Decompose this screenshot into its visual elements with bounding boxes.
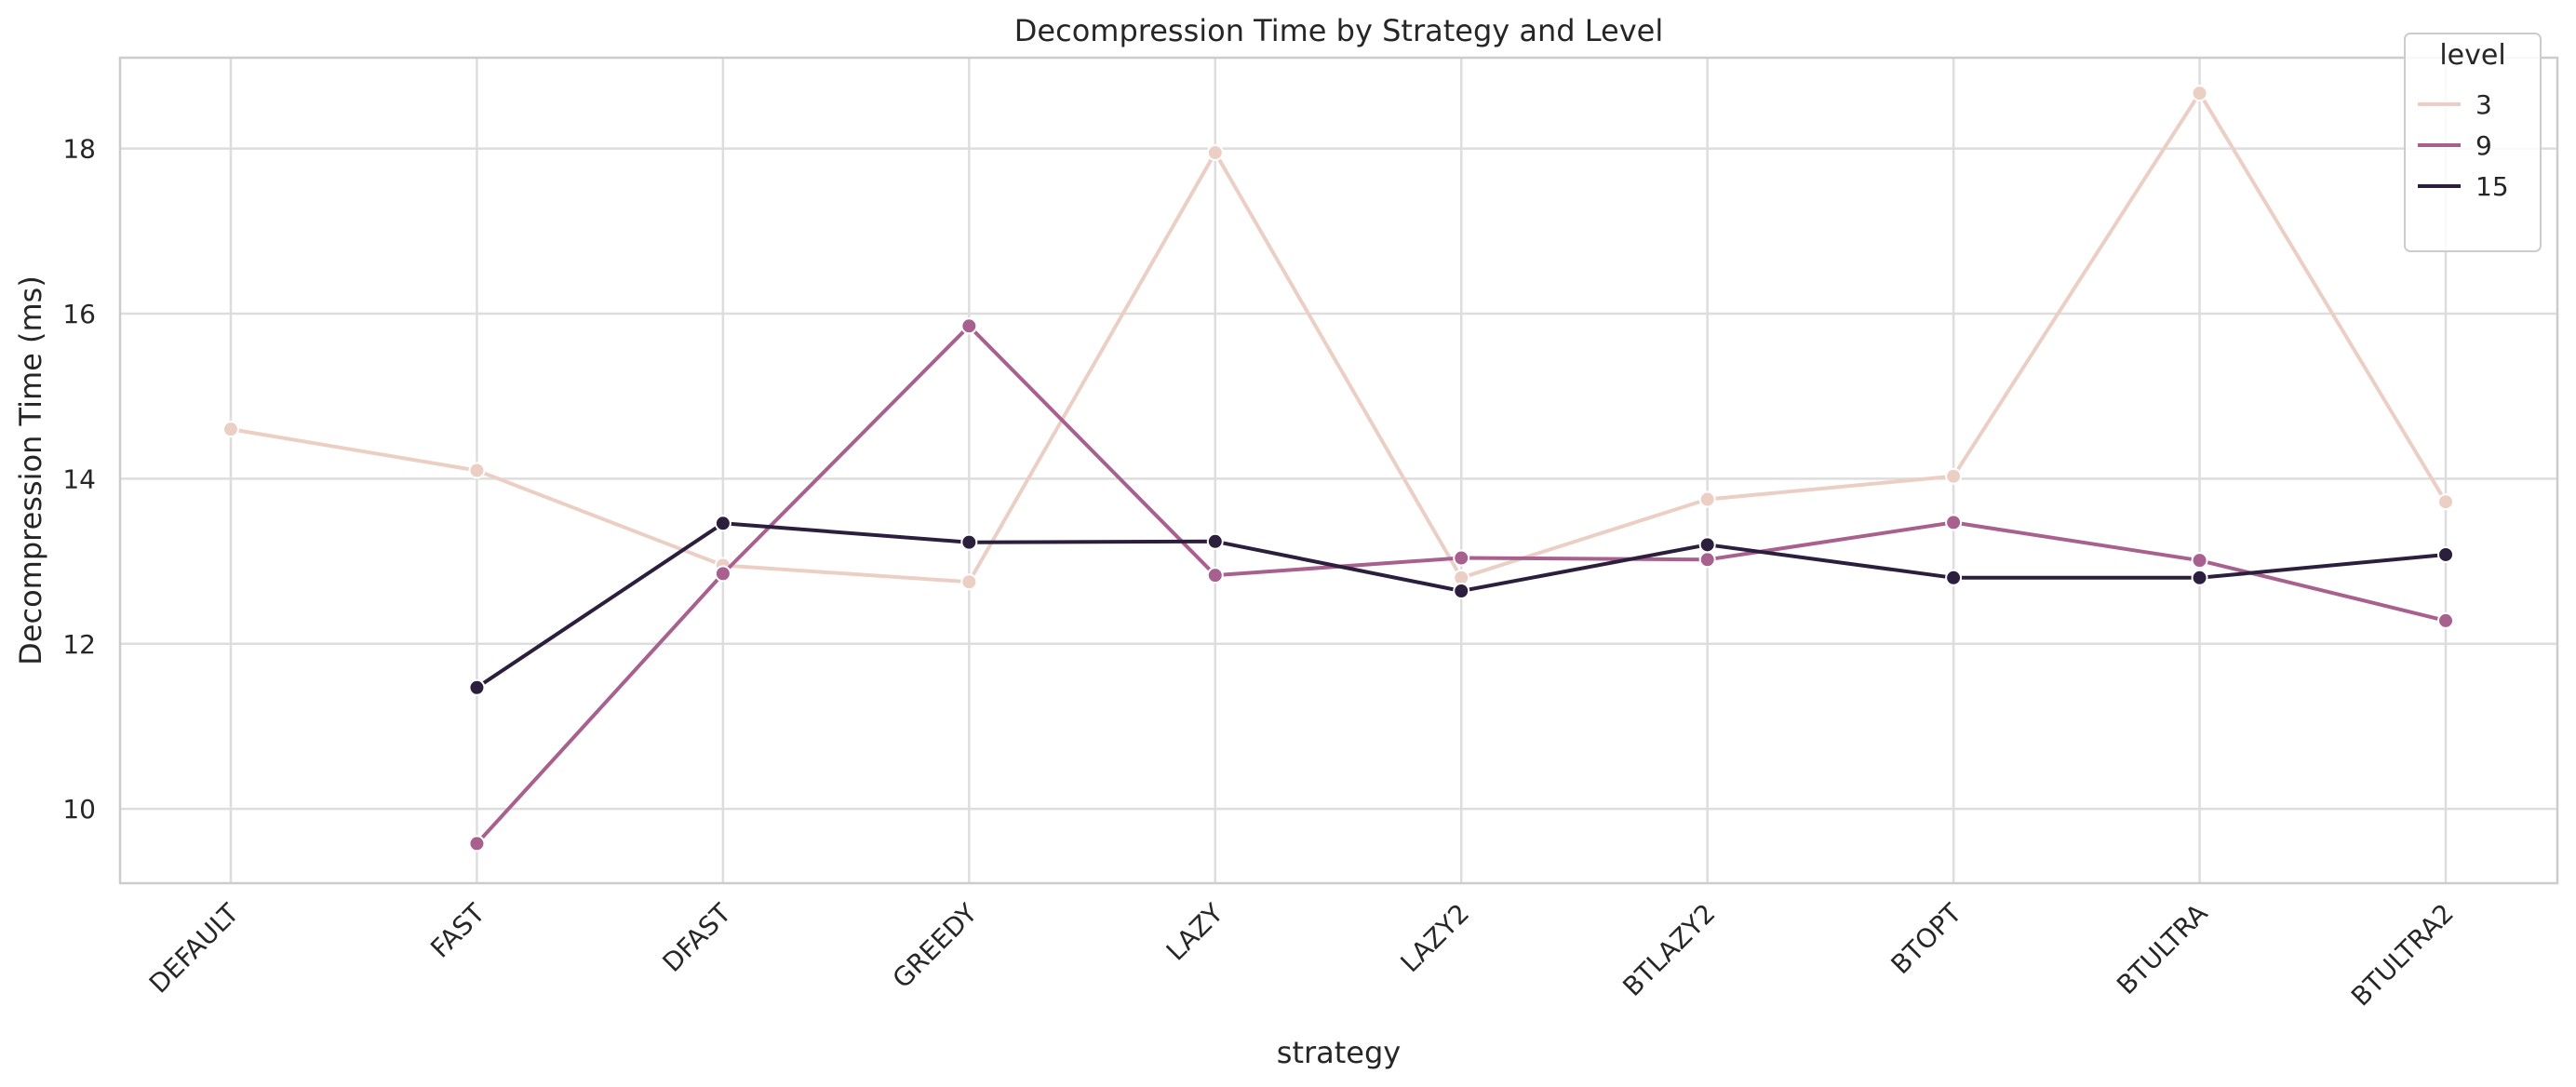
data-point bbox=[2191, 569, 2208, 586]
y-tick-label: 16 bbox=[62, 299, 96, 329]
y-axis-title: Decompression Time (ms) bbox=[13, 275, 48, 665]
data-point bbox=[468, 462, 486, 479]
legend-label: 3 bbox=[2475, 89, 2492, 120]
data-point bbox=[1206, 567, 1224, 584]
legend-label: 9 bbox=[2475, 130, 2492, 161]
chart-title: Decompression Time by Strategy and Level bbox=[1014, 13, 1663, 48]
legend: level 3 9 15 bbox=[2404, 33, 2542, 252]
series-15 bbox=[468, 515, 2454, 696]
legend-label: 15 bbox=[2475, 171, 2509, 202]
legend-items: 3 9 15 bbox=[2418, 89, 2509, 202]
data-point bbox=[2437, 611, 2454, 629]
legend-item-3: 3 bbox=[2418, 89, 2492, 120]
series-9 bbox=[468, 317, 2454, 852]
y-axis-ticks: 10 12 14 16 18 bbox=[62, 134, 96, 825]
data-point bbox=[1206, 532, 1224, 550]
legend-item-9: 9 bbox=[2418, 130, 2492, 161]
data-point bbox=[1698, 536, 1716, 554]
data-point bbox=[2437, 545, 2454, 563]
y-tick-label: 18 bbox=[62, 134, 96, 165]
data-point bbox=[468, 678, 486, 696]
data-point bbox=[1698, 551, 1716, 569]
data-point bbox=[1945, 569, 1963, 586]
plot-frame bbox=[118, 56, 2559, 885]
series-3 bbox=[222, 85, 2454, 591]
data-point bbox=[1206, 144, 1224, 162]
data-point bbox=[960, 533, 978, 551]
legend-title: level bbox=[2439, 39, 2505, 72]
data-point bbox=[714, 515, 731, 532]
data-point bbox=[2191, 85, 2208, 102]
data-point bbox=[1453, 549, 1470, 567]
y-tick-label: 12 bbox=[62, 629, 96, 660]
data-point bbox=[1945, 467, 1963, 485]
data-point bbox=[1453, 583, 1470, 600]
data-point bbox=[714, 565, 731, 583]
data-point bbox=[2437, 493, 2454, 511]
series-lines bbox=[222, 85, 2454, 852]
legend-item-15: 15 bbox=[2418, 171, 2509, 202]
data-point bbox=[468, 835, 486, 852]
y-tick-label: 14 bbox=[62, 463, 96, 494]
series-line bbox=[229, 91, 2448, 584]
data-point bbox=[2191, 552, 2208, 570]
legend-box bbox=[2404, 33, 2542, 252]
data-point bbox=[1945, 514, 1963, 531]
x-axis-title: strategy bbox=[1277, 1035, 1401, 1070]
data-point bbox=[222, 421, 239, 438]
data-point bbox=[1698, 490, 1716, 508]
data-point bbox=[960, 573, 978, 591]
data-point bbox=[960, 317, 978, 335]
grid-lines bbox=[120, 58, 2557, 883]
y-tick-label: 10 bbox=[62, 794, 96, 825]
